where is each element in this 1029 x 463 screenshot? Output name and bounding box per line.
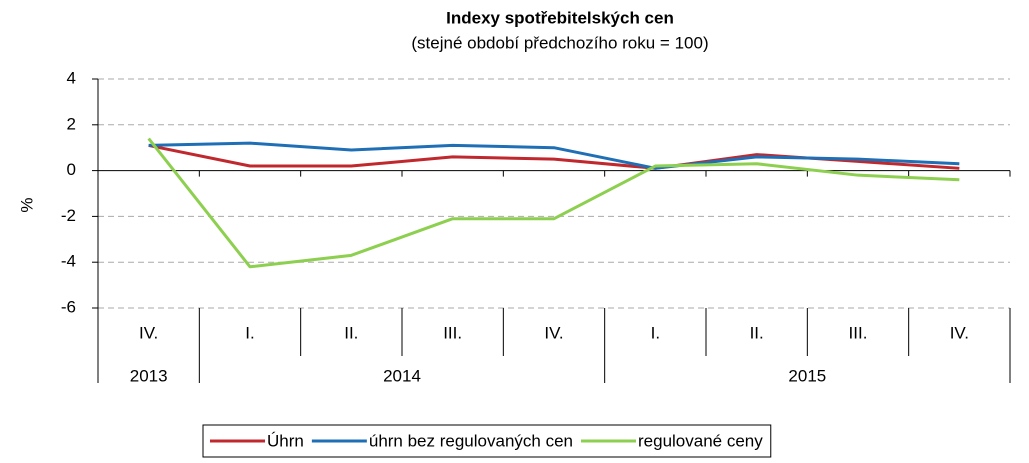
y-tick-label: -4 bbox=[61, 252, 76, 271]
x-tick-label: I. bbox=[651, 323, 660, 342]
y-tick-label: 4 bbox=[67, 68, 76, 87]
x-tick-label: IV. bbox=[544, 323, 563, 342]
y-tick-label: 2 bbox=[67, 114, 76, 133]
chart-title: Indexy spotřebitelských cen bbox=[446, 8, 674, 27]
legend-label: regulované ceny bbox=[638, 431, 763, 450]
x-tick-label: III. bbox=[849, 323, 868, 342]
legend-label: úhrn bez regulovaných cen bbox=[369, 431, 573, 450]
line-series bbox=[148, 141, 960, 170]
group-label: 2015 bbox=[788, 366, 826, 385]
x-tick-label: III. bbox=[443, 323, 462, 342]
x-tick-label: IV. bbox=[139, 323, 158, 342]
line-series bbox=[147, 137, 960, 269]
y-tick-label: -6 bbox=[61, 297, 76, 316]
y-tick-label: -2 bbox=[61, 206, 76, 225]
legend-box bbox=[202, 424, 772, 458]
x-tick-label: IV. bbox=[950, 323, 969, 342]
y-tick-label: 0 bbox=[67, 160, 76, 179]
x-tick-label: I. bbox=[245, 323, 254, 342]
x-tick-label: II. bbox=[750, 323, 764, 342]
legend-label: Úhrn bbox=[267, 431, 304, 450]
y-axis-label: % bbox=[17, 197, 36, 212]
chart-subtitle: (stejné období předchozího roku = 100) bbox=[411, 33, 708, 52]
x-tick-label: II. bbox=[344, 323, 358, 342]
group-label: 2013 bbox=[130, 366, 168, 385]
group-label: 2014 bbox=[383, 366, 421, 385]
